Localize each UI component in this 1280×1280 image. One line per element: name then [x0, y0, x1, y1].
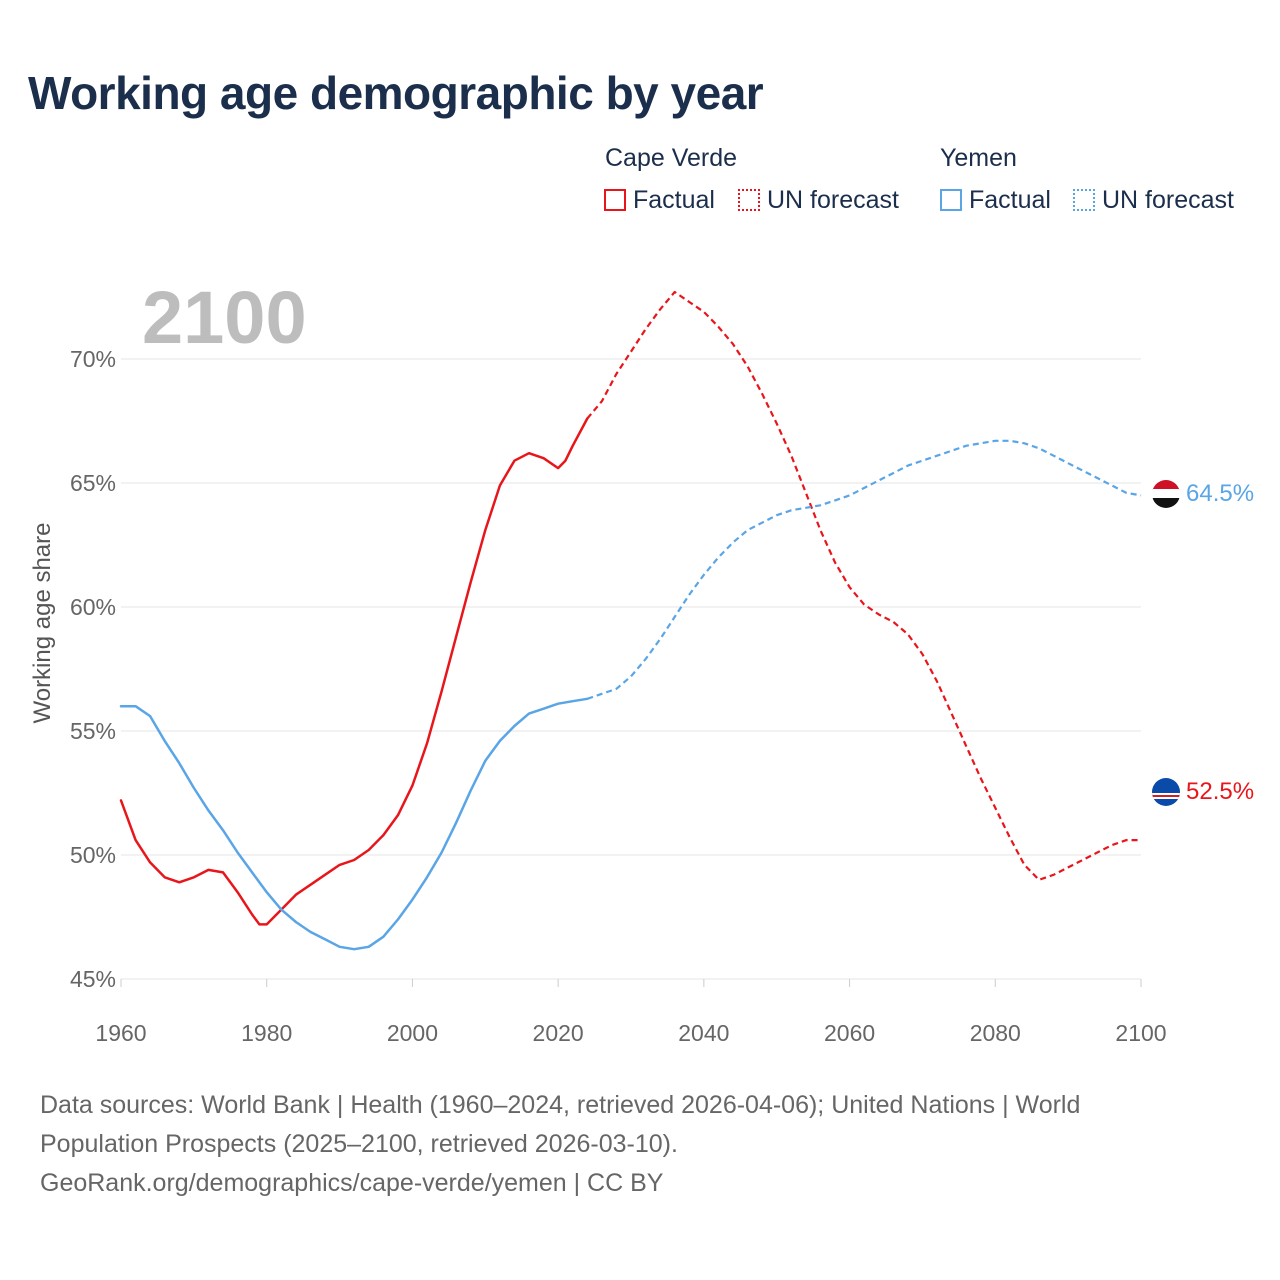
x-tick-label: 2000 — [387, 1020, 438, 1046]
data-sources: Data sources: World Bank | Health (1960–… — [40, 1086, 1240, 1203]
y-axis-title: Working age share — [29, 523, 56, 724]
legend-swatch-solid — [940, 189, 962, 211]
series-line-cape-verde-factual[interactable] — [119, 417, 589, 926]
y-tick-label: 45% — [70, 966, 116, 992]
sources-line-1: Data sources: World Bank | Health (1960–… — [40, 1091, 1081, 1119]
chart-title: Working age demographic by year — [28, 67, 764, 119]
legend-label: UN forecast — [767, 185, 899, 214]
legend-group-yemen: Yemen — [940, 144, 1017, 172]
y-tick-label: 65% — [70, 470, 116, 496]
legend-yemen-factual[interactable]: Factual — [940, 185, 1051, 215]
legend-label: Factual — [969, 185, 1051, 214]
legend-cape-verde-forecast[interactable]: UN forecast — [738, 185, 899, 215]
legend-swatch-dotted — [738, 189, 760, 211]
series-line-yemen-factual[interactable] — [119, 697, 589, 951]
legend-swatch-solid — [604, 189, 626, 211]
legend-label: Factual — [633, 185, 715, 214]
legend-label: UN forecast — [1102, 185, 1234, 214]
cape-verde-flag — [1152, 778, 1180, 806]
sources-line-2: Population Prospects (2025–2100, retriev… — [40, 1130, 678, 1158]
line-chart: 2100 45% 50% 55% 60% 65% 70% 1960 1980 2000 2020… — [29, 276, 1254, 1046]
yemen-flag — [1152, 480, 1180, 508]
y-tick-label: 70% — [70, 346, 116, 372]
legend-yemen-forecast[interactable]: UN forecast — [1073, 185, 1234, 215]
x-tick-label: 2020 — [533, 1020, 584, 1046]
x-tick-label: 1980 — [241, 1020, 292, 1046]
x-tick-label: 2040 — [678, 1020, 729, 1046]
y-tick-label: 60% — [70, 594, 116, 620]
series-line-yemen-forecast[interactable] — [586, 439, 1142, 700]
x-tick-label: 2080 — [970, 1020, 1021, 1046]
legend-group-cape-verde: Cape Verde — [605, 144, 738, 172]
x-tick-label: 2100 — [1115, 1020, 1166, 1046]
series-line-cape-verde-forecast[interactable] — [586, 290, 1141, 881]
legend-swatch-dotted — [1073, 189, 1095, 211]
sources-line-3: GeoRank.org/demographics/cape-verde/yeme… — [40, 1169, 664, 1197]
x-tick-label: 2060 — [824, 1020, 875, 1046]
x-tick-label: 1960 — [95, 1020, 146, 1046]
y-tick-label: 55% — [70, 718, 116, 744]
y-tick-label: 50% — [70, 842, 116, 868]
end-label-cape-verde: 52.5% — [1186, 778, 1254, 805]
legend-cape-verde-factual[interactable]: Factual — [604, 185, 715, 215]
end-label-yemen: 64.5% — [1186, 480, 1254, 507]
year-display: 2100 — [142, 276, 307, 359]
